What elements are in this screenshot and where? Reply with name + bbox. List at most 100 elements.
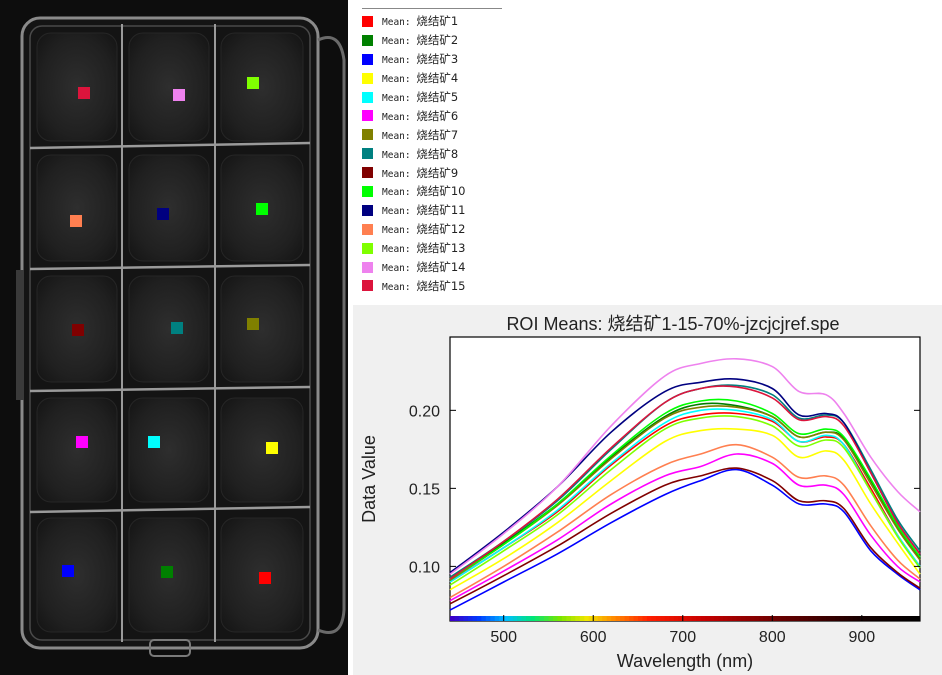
legend-swatch <box>362 242 373 254</box>
legend-swatch <box>362 204 373 216</box>
series-line <box>449 453 921 602</box>
legend-name: 烧结矿10 <box>416 184 466 199</box>
legend-swatch <box>362 129 373 141</box>
legend-prefix: Mean: <box>382 130 417 142</box>
x-axis-label: Wavelength (nm) <box>617 651 753 671</box>
spectrum-segment <box>535 616 541 621</box>
legend-label: Mean: 烧结矿12 <box>382 221 465 237</box>
sample-cell <box>220 397 304 503</box>
roi-marker <box>76 436 88 448</box>
legend-name: 烧结矿1 <box>416 14 459 29</box>
roi-markers <box>62 77 278 584</box>
spectrum-segment <box>817 616 823 621</box>
legend-prefix: Mean: <box>382 93 417 104</box>
spectrum-segment <box>696 616 702 621</box>
roi-marker <box>256 203 268 215</box>
legend-name: 烧结矿3 <box>416 52 459 67</box>
spectrum-segment <box>458 616 464 621</box>
sample-cell <box>220 32 304 142</box>
spectrum-segment <box>624 616 630 621</box>
spectrum-segment <box>830 616 836 621</box>
legend-item: Mean: 烧结矿1 <box>362 12 502 31</box>
sample-cell <box>36 32 118 142</box>
sample-cells <box>36 32 304 633</box>
spectrum-segment <box>723 616 729 621</box>
legend-name: 烧结矿6 <box>416 108 459 123</box>
spectrum-segment <box>843 616 849 621</box>
legend-name: 烧结矿8 <box>416 146 459 161</box>
legend-swatch <box>362 167 373 179</box>
legend-prefix: Mean: <box>382 74 417 86</box>
spectrum-segment <box>561 616 567 621</box>
legend-label: Mean: 烧结矿6 <box>382 108 458 124</box>
legend-item: Mean: 烧结矿9 <box>362 163 502 182</box>
legend-prefix: Mean: <box>382 111 417 123</box>
spectrum-segment <box>669 616 675 621</box>
spectrum-segment <box>691 616 697 621</box>
legend-list: Mean: 烧结矿1 Mean: 烧结矿2 Mean: 烧结矿3 Mean: 烧结矿4… <box>362 12 502 295</box>
y-tick-label: 0.20 <box>409 403 440 420</box>
spectrum-segment <box>754 616 760 621</box>
spectrum-segment <box>727 616 733 621</box>
legend-swatch <box>362 34 373 46</box>
legend-label: Mean: 烧结矿1 <box>382 13 458 29</box>
spectrum-segment <box>450 616 455 621</box>
legend-item: Mean: 烧结矿10 <box>362 182 502 201</box>
spectrum-segment <box>709 616 715 621</box>
legend-label: Mean: 烧结矿14 <box>382 259 465 275</box>
spectrum-segment <box>548 616 554 621</box>
spectrum-segment <box>593 616 599 621</box>
legend-item: Mean: 烧结矿6 <box>362 106 502 125</box>
spectrum-segment <box>463 616 469 621</box>
spectrum-segment <box>767 616 773 621</box>
spectrum-segment <box>700 616 706 621</box>
spectrum-segment <box>651 616 657 621</box>
spectrum-segment <box>799 616 805 621</box>
sample-cell <box>128 275 210 383</box>
roi-legend: Mean: 烧结矿1 Mean: 烧结矿2 Mean: 烧结矿3 Mean: 烧结矿4… <box>362 8 502 295</box>
spectrum-segment <box>499 616 505 621</box>
spectrum-segment <box>781 616 787 621</box>
legend-prefix: Mean: <box>382 36 417 48</box>
spectrum-segment <box>490 616 496 621</box>
x-tick-label: 900 <box>848 629 875 646</box>
spectrum-segment <box>718 616 724 621</box>
spectrum-segment <box>503 616 509 621</box>
spectrum-segment <box>633 616 639 621</box>
roi-marker <box>70 215 82 227</box>
legend-swatch <box>362 53 373 65</box>
series-line <box>449 467 921 605</box>
series-line <box>449 427 921 591</box>
legend-swatch <box>362 280 373 292</box>
spectrum-segment <box>902 616 908 621</box>
legend-prefix: Mean: <box>382 225 417 237</box>
spectrum-segment <box>682 616 688 621</box>
roi-marker <box>62 565 74 577</box>
spectrum-segment <box>875 616 881 621</box>
spectrum-segment <box>476 616 482 621</box>
legend-name: 烧结矿7 <box>416 127 459 142</box>
legend-label: Mean: 烧结矿15 <box>382 278 465 294</box>
box-latch <box>149 639 191 657</box>
spectrum-segment <box>852 616 858 621</box>
legend-item: Mean: 烧结矿12 <box>362 220 502 239</box>
legend-item: Mean: 烧结矿8 <box>362 144 502 163</box>
spectrum-segment <box>575 616 581 621</box>
roi-means-chart: ROI Means: 烧结矿1-15-70%-jzcjcjref.spe 500… <box>359 314 921 671</box>
spectrum-segment <box>893 616 899 621</box>
series-line <box>449 398 921 580</box>
sample-cell <box>36 517 118 633</box>
spectrum-segment <box>557 616 563 621</box>
legend-label: Mean: 烧结矿4 <box>382 70 458 86</box>
spectrum-segment <box>539 616 545 621</box>
roi-marker <box>72 324 84 336</box>
spectrum-segment <box>673 616 679 621</box>
legend-label: Mean: 烧结矿9 <box>382 165 458 181</box>
legend-label: Mean: 烧结矿8 <box>382 146 458 162</box>
spectrum-segment <box>646 616 652 621</box>
spectrum-segment <box>776 616 782 621</box>
legend-swatch <box>362 261 373 273</box>
legend-item: Mean: 烧结矿11 <box>362 201 502 220</box>
spectrum-segment <box>481 616 487 621</box>
spectrum-segment <box>467 616 473 621</box>
